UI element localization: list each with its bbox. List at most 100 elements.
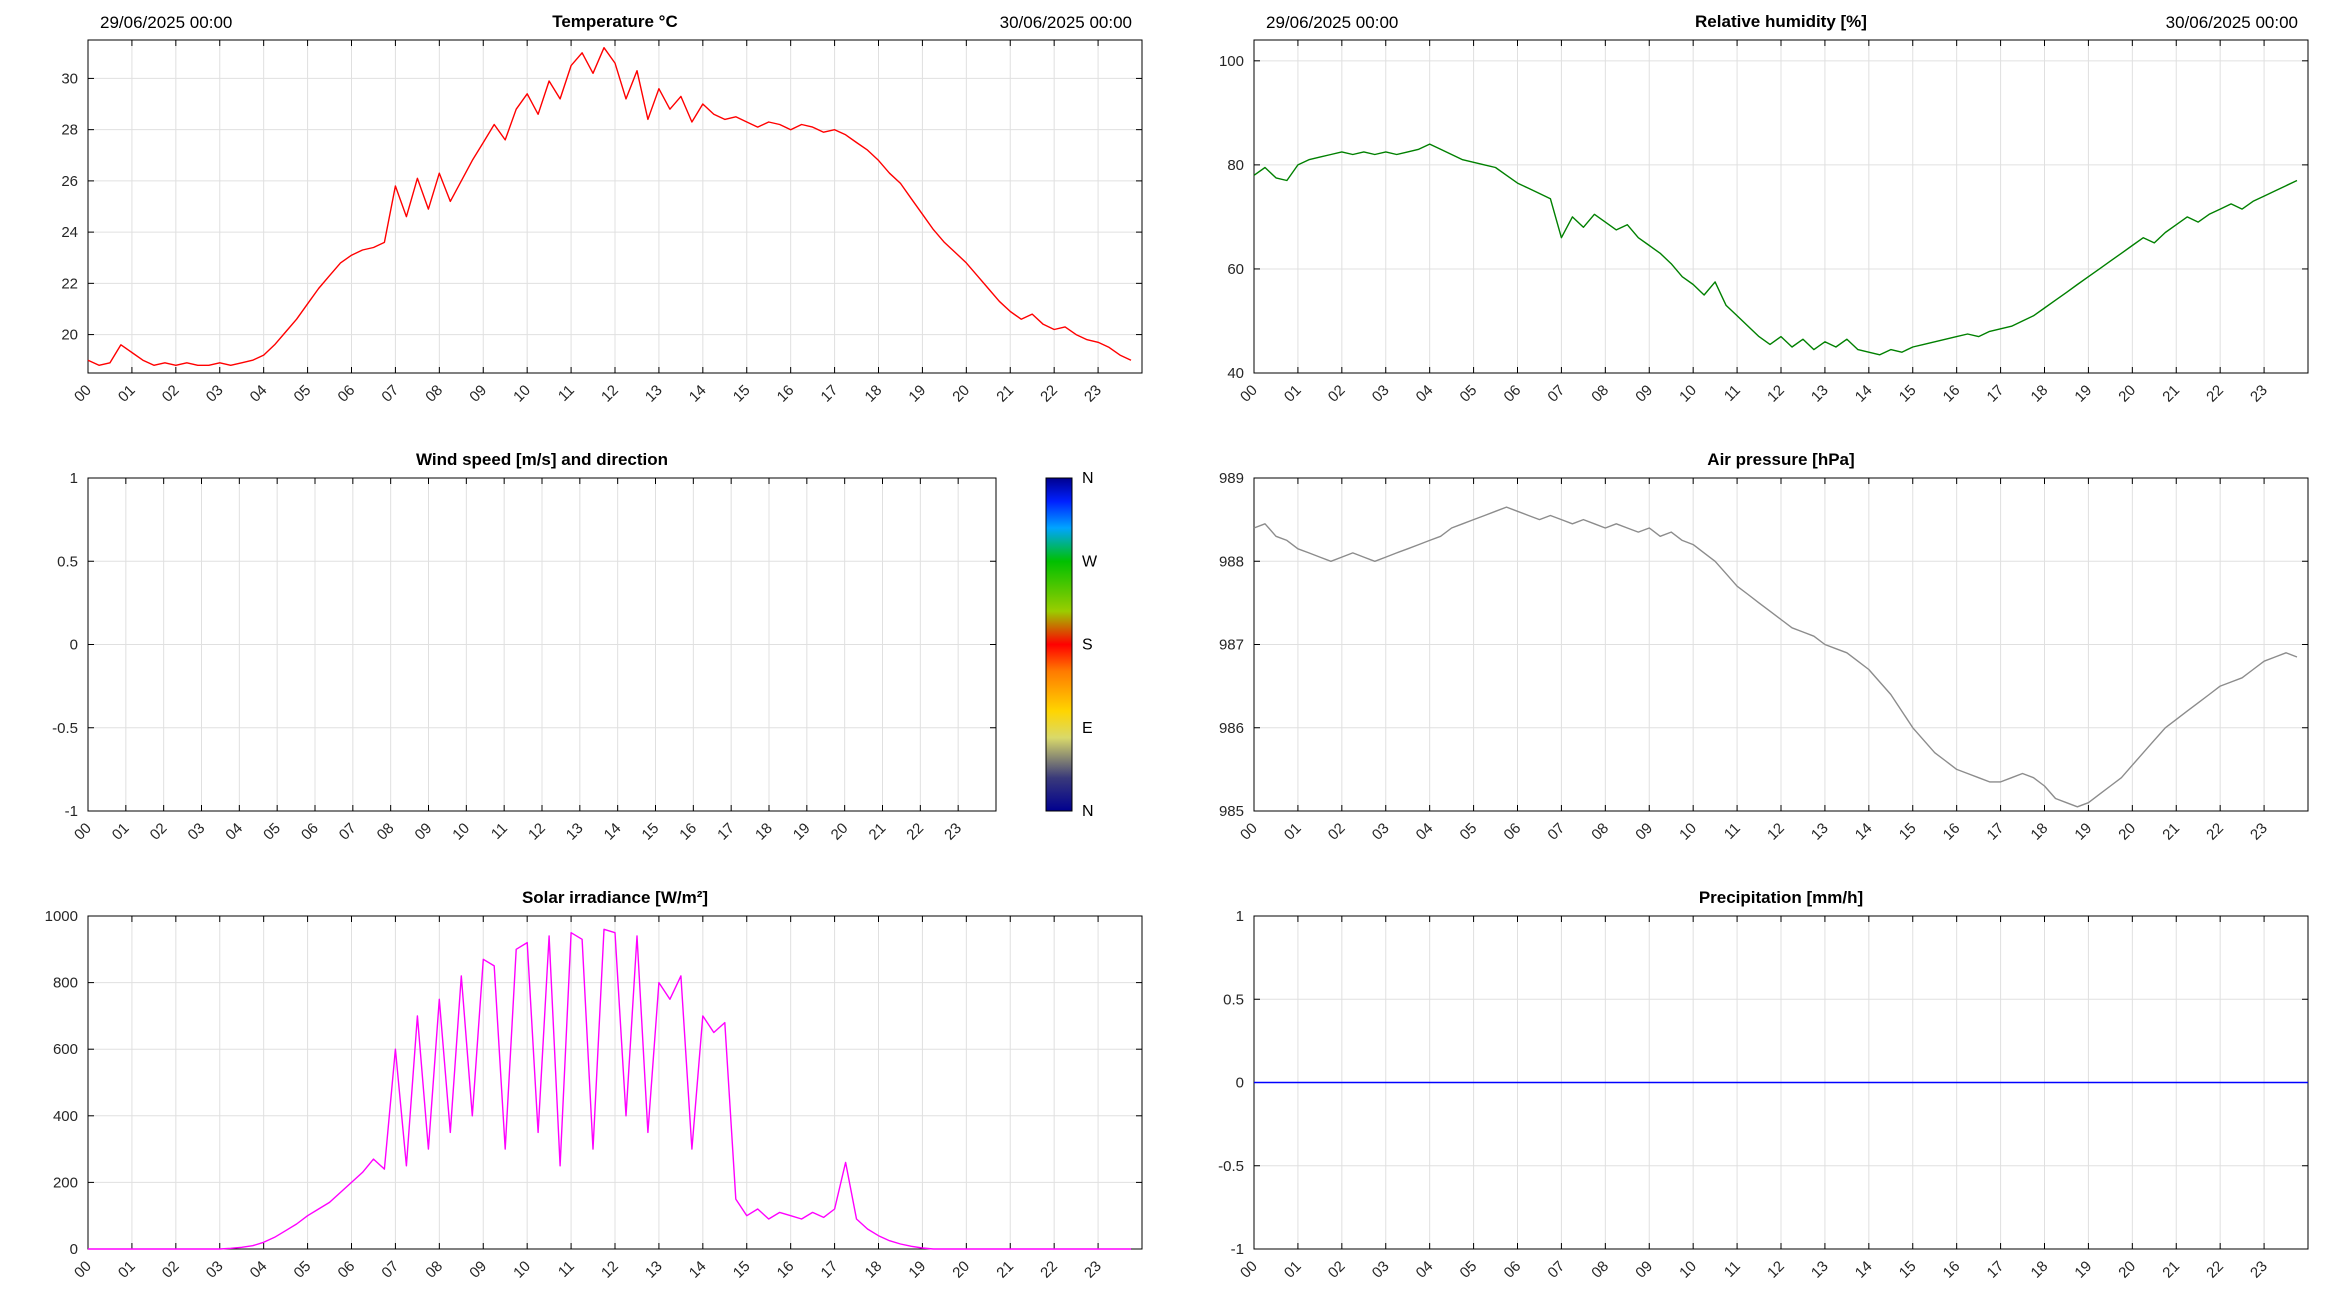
svg-text:04: 04: [1413, 1258, 1437, 1282]
svg-text:11: 11: [1721, 382, 1744, 405]
solar-plot: 00 01 02 03 04 05 06 07 08 09 10 11 12 13 14 15 16 17 18 19…: [45, 908, 1143, 1282]
date-start-label: 29/06/2025 00:00: [1266, 13, 1399, 32]
svg-text:987: 987: [1219, 637, 1244, 654]
svg-text:05: 05: [291, 1258, 315, 1282]
wind-panel: 00 01 02 03 04 05 06 07 08 09 10 11 12 13 14 15 16 17 18 19…: [0, 438, 1166, 875]
svg-text:14: 14: [686, 382, 710, 406]
svg-text:20: 20: [2115, 820, 2139, 844]
svg-text:989: 989: [1219, 470, 1244, 487]
svg-text:05: 05: [291, 382, 315, 406]
svg-text:-0.5: -0.5: [52, 720, 78, 737]
svg-text:1000: 1000: [45, 908, 78, 925]
svg-text:14: 14: [686, 1258, 710, 1282]
svg-text:10: 10: [510, 382, 534, 406]
svg-text:16: 16: [1940, 1258, 1964, 1282]
svg-text:200: 200: [53, 1174, 78, 1191]
svg-text:14: 14: [601, 820, 625, 844]
svg-text:0: 0: [1236, 1075, 1244, 1092]
svg-text:28: 28: [61, 122, 78, 139]
svg-text:01: 01: [115, 1258, 139, 1282]
svg-text:16: 16: [1940, 382, 1964, 406]
svg-text:12: 12: [525, 820, 549, 844]
svg-text:21: 21: [2159, 382, 2183, 406]
svg-text:05: 05: [260, 820, 284, 844]
svg-text:05: 05: [1457, 820, 1481, 844]
svg-text:30: 30: [61, 70, 78, 87]
svg-text:03: 03: [1369, 820, 1393, 844]
svg-text:03: 03: [185, 820, 209, 844]
svg-text:18: 18: [2028, 820, 2052, 844]
svg-text:09: 09: [412, 820, 436, 844]
svg-text:00: 00: [71, 1258, 95, 1282]
svg-text:13: 13: [642, 382, 666, 406]
date-end-label: 30/06/2025 00:00: [999, 13, 1132, 32]
svg-text:23: 23: [1081, 382, 1105, 406]
svg-text:12: 12: [1764, 820, 1788, 844]
svg-text:1: 1: [70, 470, 78, 487]
svg-text:06: 06: [1501, 382, 1525, 406]
svg-text:17: 17: [1984, 382, 2008, 406]
svg-text:23: 23: [1081, 1258, 1105, 1282]
svg-text:01: 01: [115, 382, 139, 406]
svg-text:22: 22: [2203, 1258, 2227, 1282]
humidity-plot: 00 01 02 03 04 05 06 07 08 09 10 11 12 13 14 15 16 17 18 19…: [1219, 39, 2309, 406]
date-start-label: 29/06/2025 00:00: [100, 13, 233, 32]
svg-text:08: 08: [374, 820, 398, 844]
svg-text:09: 09: [466, 1258, 490, 1282]
svg-text:13: 13: [1808, 1258, 1832, 1282]
svg-text:400: 400: [53, 1108, 78, 1125]
svg-text:01: 01: [1281, 382, 1305, 406]
svg-text:12: 12: [1764, 1258, 1788, 1282]
svg-text:23: 23: [2247, 1258, 2271, 1282]
svg-text:20: 20: [949, 1258, 973, 1282]
svg-text:0: 0: [70, 1241, 78, 1258]
svg-text:0.5: 0.5: [1223, 991, 1244, 1008]
svg-text:18: 18: [862, 1258, 886, 1282]
svg-text:21: 21: [2159, 1258, 2183, 1282]
svg-text:07: 07: [1544, 382, 1568, 406]
svg-text:09: 09: [1632, 820, 1656, 844]
svg-text:986: 986: [1219, 720, 1244, 737]
svg-text:19: 19: [905, 1258, 929, 1282]
svg-text:15: 15: [730, 1258, 754, 1282]
svg-text:E: E: [1082, 720, 1093, 737]
svg-text:988: 988: [1219, 553, 1244, 570]
svg-text:14: 14: [1852, 820, 1876, 844]
svg-text:08: 08: [1588, 382, 1612, 406]
svg-text:18: 18: [2028, 1258, 2052, 1282]
svg-text:07: 07: [378, 382, 402, 406]
svg-text:02: 02: [159, 1258, 183, 1282]
svg-text:10: 10: [510, 1258, 534, 1282]
svg-text:-0.5: -0.5: [1218, 1158, 1244, 1175]
svg-text:-1: -1: [1231, 1241, 1244, 1258]
svg-text:00: 00: [1237, 382, 1261, 406]
svg-text:17: 17: [818, 382, 842, 406]
svg-text:16: 16: [676, 820, 700, 844]
svg-text:01: 01: [109, 820, 133, 844]
svg-text:08: 08: [422, 382, 446, 406]
svg-text:16: 16: [774, 1258, 798, 1282]
svg-text:20: 20: [828, 820, 852, 844]
svg-text:13: 13: [563, 820, 587, 844]
temperature-title: Temperature °C: [552, 12, 678, 31]
svg-text:22: 22: [1037, 1258, 1061, 1282]
temperature-plot: 00 01 02 03 04 05 06 07 08 09 10 11 12 13 14 15 16 17 18 19…: [61, 39, 1143, 406]
svg-text:14: 14: [1852, 1258, 1876, 1282]
svg-text:03: 03: [203, 1258, 227, 1282]
svg-text:1: 1: [1236, 908, 1244, 925]
svg-text:20: 20: [949, 382, 973, 406]
precipitation-title: Precipitation [mm/h]: [1698, 888, 1864, 907]
svg-text:11: 11: [1721, 820, 1744, 843]
svg-text:19: 19: [790, 820, 814, 844]
svg-text:09: 09: [1632, 382, 1656, 406]
svg-text:600: 600: [53, 1041, 78, 1058]
svg-text:10: 10: [1676, 1258, 1700, 1282]
svg-text:16: 16: [774, 382, 798, 406]
precipitation-panel: 00 01 02 03 04 05 06 07 08 09 10 11 12 13 14 15 16 17 18 19…: [1166, 876, 2332, 1313]
svg-text:23: 23: [2247, 382, 2271, 406]
svg-text:01: 01: [1281, 820, 1305, 844]
svg-text:23: 23: [941, 820, 965, 844]
svg-text:11: 11: [555, 1258, 578, 1281]
humidity-title: Relative humidity [%]: [1695, 12, 1867, 31]
svg-text:04: 04: [222, 820, 246, 844]
